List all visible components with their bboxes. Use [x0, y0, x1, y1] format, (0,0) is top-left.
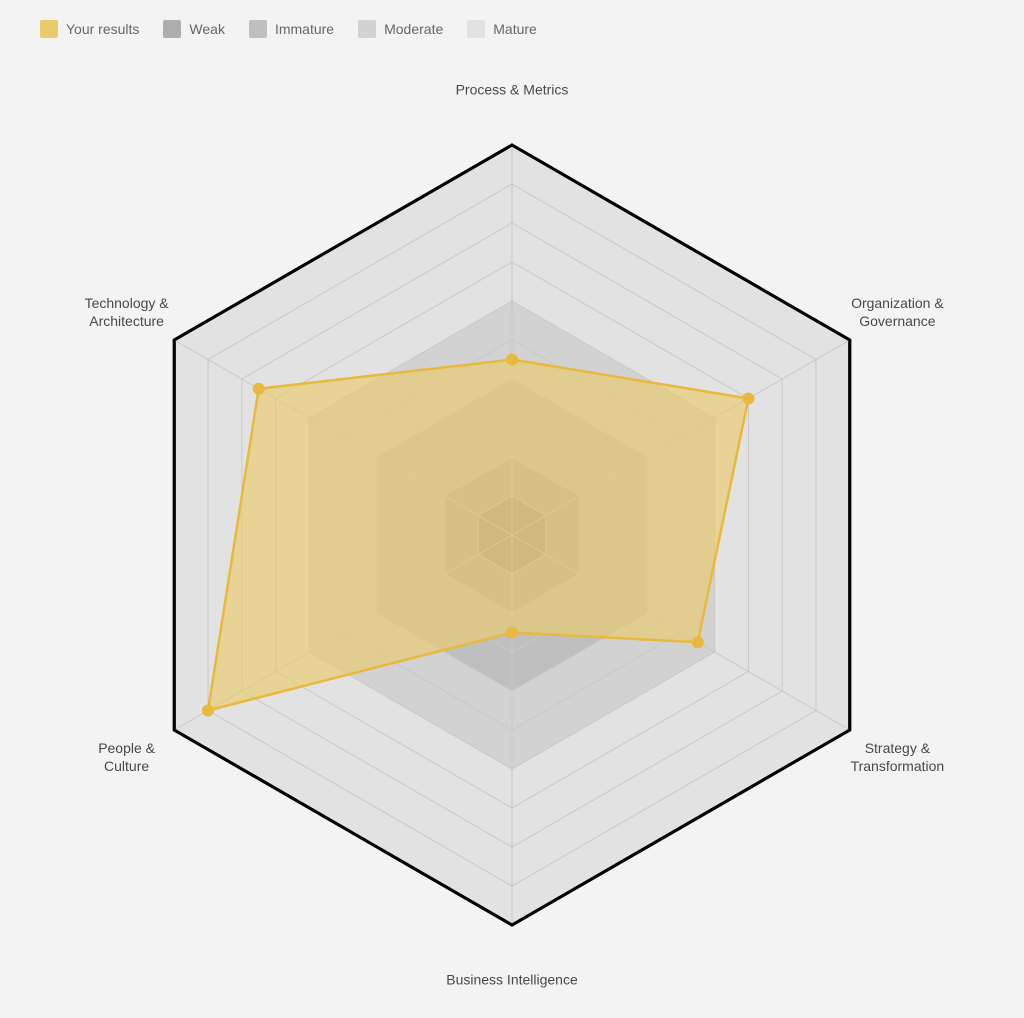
axis-label: Process & Metrics	[432, 81, 592, 100]
series-marker	[506, 354, 518, 366]
series-marker	[692, 636, 704, 648]
legend-swatch	[40, 20, 58, 38]
radar-chart: Process & Metrics Organization & Governan…	[0, 60, 1024, 1010]
series-marker	[742, 393, 754, 405]
legend-item-0: Your results	[40, 20, 139, 38]
axis-label: Organization & Governance	[817, 294, 977, 332]
legend-label: Your results	[66, 21, 139, 37]
axis-label: Technology & Architecture	[47, 294, 207, 332]
legend-label: Immature	[275, 21, 334, 37]
legend-item-1: Weak	[163, 20, 225, 38]
legend-swatch	[358, 20, 376, 38]
legend-label: Mature	[493, 21, 537, 37]
legend-swatch	[249, 20, 267, 38]
legend-swatch	[467, 20, 485, 38]
legend-item-2: Immature	[249, 20, 334, 38]
legend: Your results Weak Immature Moderate Mature	[40, 20, 537, 38]
series-marker	[253, 383, 265, 395]
axis-label: Business Intelligence	[432, 971, 592, 990]
legend-label: Weak	[189, 21, 225, 37]
legend-swatch	[163, 20, 181, 38]
legend-label: Moderate	[384, 21, 443, 37]
legend-item-3: Moderate	[358, 20, 443, 38]
axis-label: Strategy & Transformation	[817, 739, 977, 777]
legend-item-4: Mature	[467, 20, 537, 38]
series-marker	[506, 627, 518, 639]
series-marker	[202, 705, 214, 717]
radar-svg	[0, 60, 1024, 1010]
axis-label: People & Culture	[47, 739, 207, 777]
